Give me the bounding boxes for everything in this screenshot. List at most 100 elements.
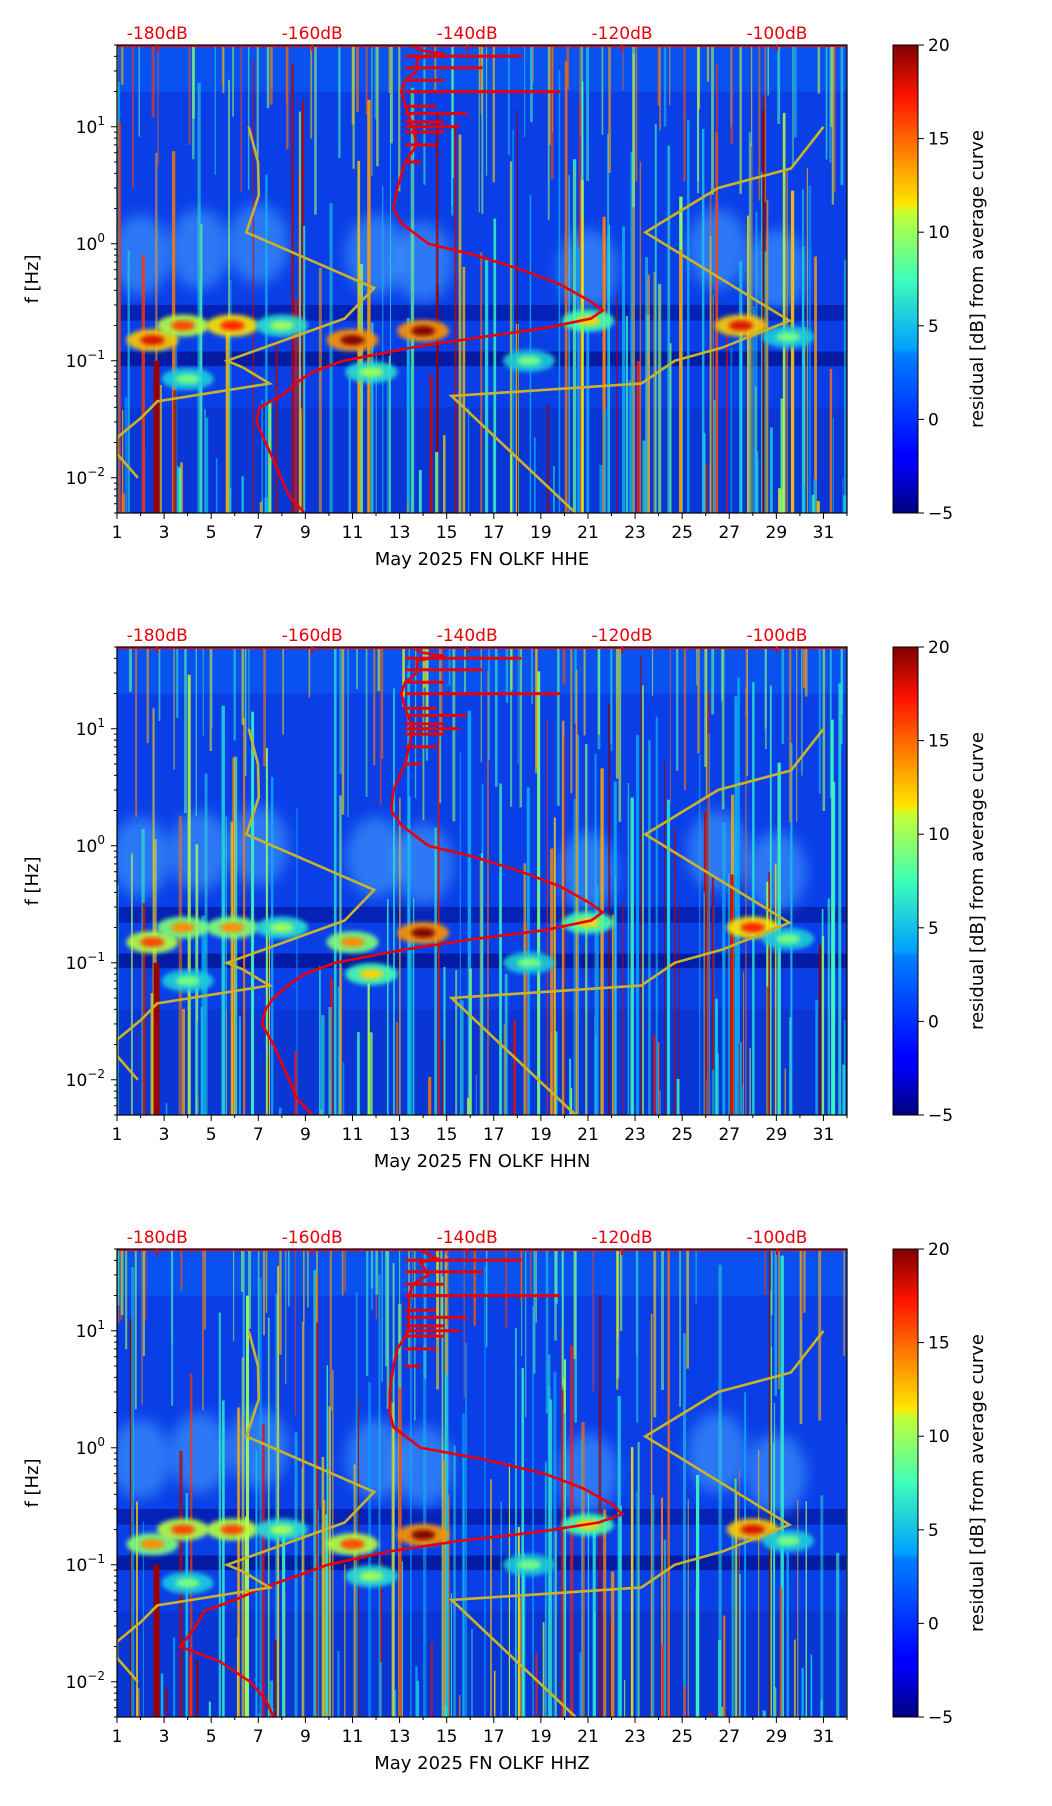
hf-streak: [352, 45, 355, 169]
transient-streak: [435, 452, 439, 513]
transient-streak: [268, 923, 271, 1115]
hf-streak: [381, 647, 384, 759]
x-tick-label: 7: [253, 523, 264, 543]
hotspot: [729, 320, 754, 331]
transient-streak: [218, 1312, 221, 1717]
transient-streak: [326, 1365, 329, 1717]
colorbar-tick-label: −5: [928, 504, 953, 524]
transient-streak: [838, 683, 842, 1115]
x-tick-label: 19: [530, 1125, 552, 1145]
db-tick-label: -160dB: [282, 626, 343, 646]
y-tick-label: 100: [76, 231, 105, 255]
x-tick-label: 1: [112, 523, 123, 543]
noise-cloud: [393, 823, 454, 904]
transient-streak: [294, 1050, 298, 1115]
y-tick-exponent: −1: [87, 348, 105, 362]
transient-streak: [221, 705, 225, 1115]
hf-streak: [799, 1249, 803, 1424]
hotspot: [411, 1529, 436, 1540]
y-tick-label: 10−2: [66, 1669, 105, 1693]
hf-streak: [188, 45, 191, 146]
transient-streak: [816, 501, 820, 513]
transient-streak: [252, 59, 255, 513]
hf-streak: [262, 1249, 266, 1336]
x-tick-label: 25: [671, 523, 693, 543]
noise-cloud: [746, 229, 807, 310]
noise-cloud: [687, 1413, 748, 1494]
db-tick-label: -180dB: [127, 1228, 188, 1248]
noise-model-curve: [448, 1329, 825, 1717]
mean-spectrum-curve: [260, 647, 605, 1115]
transient-streak: [752, 682, 755, 1115]
y-tick-base: 10: [76, 118, 98, 138]
y-tick-base: 10: [66, 352, 88, 372]
hotspot: [340, 937, 365, 948]
transient-streak: [811, 494, 815, 513]
colorbar-tick-label: 15: [928, 732, 950, 752]
transient-streak: [764, 251, 768, 513]
y-tick-label: 101: [76, 114, 105, 138]
hf-streak: [535, 1249, 537, 1323]
transient-streak: [762, 1710, 766, 1717]
transient-streak: [654, 123, 657, 513]
transient-streak: [317, 1509, 320, 1717]
hf-streak: [473, 1249, 477, 1326]
hf-streak: [579, 45, 581, 136]
transient-streak: [687, 119, 690, 513]
transient-streak: [480, 252, 483, 513]
transient-streak: [713, 399, 716, 513]
transient-streak: [359, 264, 364, 513]
transient-streak: [430, 1642, 433, 1717]
transient-streak: [323, 1500, 326, 1717]
transient-streak: [160, 1673, 164, 1717]
transient-streak: [780, 1255, 784, 1717]
transient-streak: [342, 1062, 345, 1115]
hotspot: [340, 1539, 365, 1550]
transient-streak: [333, 648, 337, 1115]
transient-streak: [803, 485, 806, 513]
hf-streak: [525, 1249, 527, 1418]
transient-streak: [594, 1015, 596, 1115]
transient-streak: [550, 848, 554, 1115]
colorbar: [892, 646, 919, 1116]
transient-streak: [245, 1295, 250, 1717]
transient-streak: [617, 1396, 621, 1717]
y-tick-base: 10: [76, 1439, 98, 1459]
hf-streak: [423, 1249, 427, 1380]
hotspot: [220, 922, 245, 933]
transient-streak: [484, 258, 489, 513]
y-axis-label: f [Hz]: [22, 1458, 43, 1507]
hf-streak: [764, 45, 767, 203]
transient-streak: [204, 409, 206, 513]
transient-streak: [573, 798, 576, 1115]
transient-streak: [367, 983, 370, 1115]
hf-streak: [176, 647, 179, 718]
x-tick-label: 9: [300, 1125, 311, 1145]
hf-streak: [706, 45, 710, 82]
hf-streak: [697, 45, 701, 110]
transient-streak: [187, 674, 191, 1115]
transient-streak: [392, 1263, 395, 1717]
transient-streak: [189, 1373, 193, 1717]
transient-streak: [468, 406, 470, 513]
transient-streak: [737, 887, 740, 1115]
noise-cloud: [228, 203, 289, 284]
hf-streak: [157, 45, 159, 166]
transient-streak: [575, 669, 578, 1115]
transient-streak: [770, 1290, 772, 1717]
transient-streak: [159, 384, 162, 513]
hf-streak: [131, 45, 134, 189]
y-tick-label: 10−1: [66, 348, 105, 372]
transient-streak: [165, 1103, 168, 1115]
hf-streak: [608, 45, 611, 173]
hf-streak: [375, 1249, 379, 1295]
transient-streak: [780, 398, 784, 513]
transient-streak: [141, 254, 145, 513]
transient-streak: [561, 1326, 564, 1717]
transient-streak: [602, 216, 606, 513]
transient-streak: [455, 970, 458, 1115]
hf-streak: [711, 45, 714, 195]
transient-streak: [462, 1413, 465, 1717]
x-tick-label: 17: [483, 523, 505, 543]
hf-streak: [721, 647, 725, 810]
